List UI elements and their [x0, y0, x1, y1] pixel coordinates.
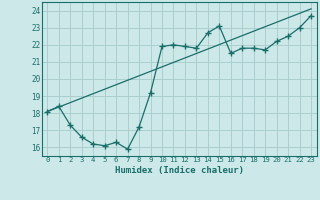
X-axis label: Humidex (Indice chaleur): Humidex (Indice chaleur) [115, 166, 244, 175]
